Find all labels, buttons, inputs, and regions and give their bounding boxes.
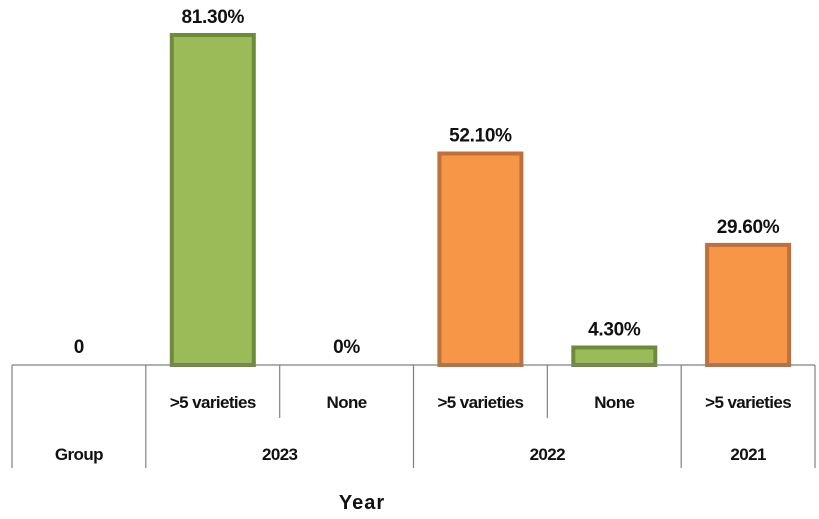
axis-layer (11, 364, 816, 468)
bar-2023--5-varieties (169, 33, 256, 367)
bar-2022-none (571, 345, 658, 367)
tick-label-sub: None (594, 393, 634, 412)
data-label: 81.30% (181, 7, 244, 28)
labels-layer: 0 81.30% >5 varieties 0% None 52.10% >5 variet… (55, 7, 792, 464)
data-label: 29.60% (717, 217, 780, 238)
data-label: 0% (333, 337, 360, 358)
bar-2022--5-varieties (437, 151, 524, 367)
tick-label-sub: >5 varieties (437, 393, 523, 412)
data-label: 52.10% (449, 126, 512, 147)
tick-label-sub: >5 varieties (705, 393, 791, 412)
data-label: 4.30% (588, 320, 641, 341)
tick-label-group: Group (55, 445, 103, 464)
tick-label-sub: >5 varieties (170, 393, 256, 412)
tick-label-group: 2023 (262, 445, 298, 464)
bar-2021--5-varieties (705, 242, 792, 367)
bars-layer (169, 33, 792, 367)
tick-label-group: 2021 (730, 445, 766, 464)
tick-label-group: 2022 (530, 445, 566, 464)
tick-label-sub: None (327, 393, 367, 412)
x-axis-title: Year (339, 492, 385, 514)
data-label: 0 (74, 337, 84, 358)
